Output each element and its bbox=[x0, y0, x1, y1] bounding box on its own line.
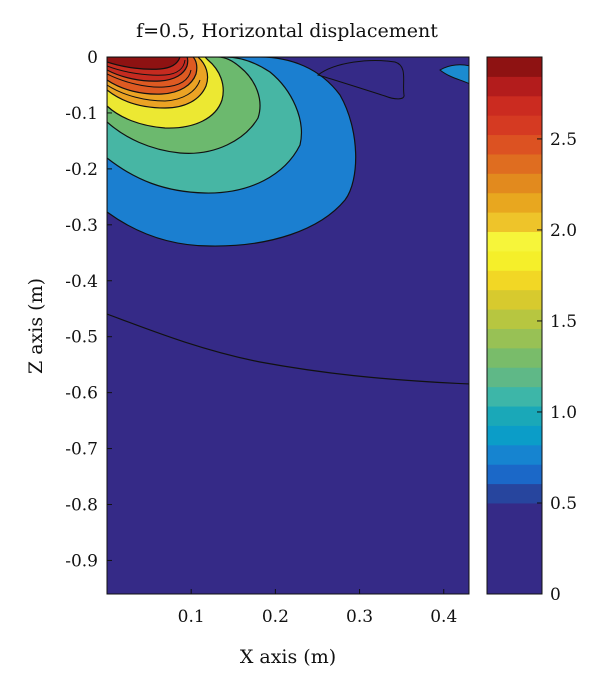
colorbar: 0 0.5 1.0 1.5 2.0 2.5 bbox=[486, 56, 577, 605]
x-tick-label: 0.1 bbox=[178, 607, 205, 627]
colorbar-band bbox=[487, 309, 542, 329]
contour-patch-right bbox=[439, 64, 469, 85]
y-tick-label: -0.2 bbox=[65, 160, 98, 180]
colorbar-band bbox=[487, 483, 542, 504]
colorbar-band bbox=[487, 95, 542, 116]
contour-line-deep bbox=[107, 313, 469, 385]
plot-frame bbox=[106, 56, 470, 595]
contour-bands bbox=[107, 57, 469, 385]
y-axis-label: Z axis (m) bbox=[25, 278, 47, 374]
colorbar-band bbox=[487, 76, 542, 97]
colorbar-band bbox=[487, 425, 542, 446]
colorbar-band bbox=[487, 250, 542, 271]
colorbar-band bbox=[487, 328, 542, 349]
y-tick-label: -0.6 bbox=[65, 384, 98, 404]
y-tick-label: -0.8 bbox=[65, 496, 98, 516]
colorbar-band bbox=[487, 134, 542, 155]
x-tick-label: 0.4 bbox=[430, 607, 457, 627]
core-contour-lines bbox=[107, 59, 201, 102]
colorbar-band bbox=[487, 153, 542, 174]
y-tick-label: -0.7 bbox=[65, 440, 98, 460]
colorbar-bands bbox=[487, 57, 542, 594]
colorbar-band bbox=[487, 347, 542, 368]
y-tick-label: -0.5 bbox=[65, 328, 98, 348]
y-tick-label: -0.4 bbox=[65, 272, 98, 292]
colorbar-band bbox=[487, 192, 542, 213]
colorbar-tick-label: 1.0 bbox=[550, 403, 577, 423]
contour-band-2-9 bbox=[107, 57, 181, 70]
colorbar-tick-label: 2.0 bbox=[550, 221, 577, 241]
x-tick-label: 0.2 bbox=[262, 607, 289, 627]
colorbar-band bbox=[487, 289, 542, 310]
colorbar-tick-label: 1.5 bbox=[550, 312, 577, 332]
y-tick-label: -0.3 bbox=[65, 216, 98, 236]
colorbar-band bbox=[487, 115, 542, 136]
colorbar-band bbox=[487, 173, 542, 194]
plot-area bbox=[106, 56, 470, 595]
x-axis-label: X axis (m) bbox=[240, 646, 336, 668]
colorbar-band bbox=[487, 57, 542, 77]
colorbar-band bbox=[487, 386, 542, 407]
colorbar-tick-label: 0.5 bbox=[550, 494, 577, 514]
y-axis: 0 -0.1 -0.2 -0.3 -0.4 -0.5 -0.6 -0.7 -0.8 -0.9 bbox=[65, 48, 112, 571]
colorbar-band bbox=[487, 270, 542, 291]
y-tick-label: -0.9 bbox=[65, 551, 98, 571]
x-axis: 0.1 0.2 0.3 0.4 bbox=[178, 589, 457, 627]
colorbar-frame bbox=[486, 56, 543, 595]
chart-title: f=0.5, Horizontal displacement bbox=[136, 20, 438, 42]
x-tick-label: 0.3 bbox=[346, 607, 373, 627]
colorbar-ticks: 0 0.5 1.0 1.5 2.0 2.5 bbox=[537, 130, 577, 605]
colorbar-band bbox=[487, 406, 542, 426]
colorbar-tick-label: 0 bbox=[550, 585, 561, 605]
colorbar-band bbox=[487, 367, 542, 388]
colorbar-band bbox=[487, 231, 542, 252]
colorbar-band bbox=[487, 464, 542, 485]
y-tick-label: 0 bbox=[87, 48, 98, 68]
contour-loop-top bbox=[316, 60, 405, 100]
colorbar-tick-label: 2.5 bbox=[550, 130, 577, 150]
y-tick-label: -0.1 bbox=[65, 104, 98, 124]
colorbar-band bbox=[487, 502, 542, 594]
colorbar-band bbox=[487, 212, 542, 233]
colorbar-band bbox=[487, 444, 542, 465]
